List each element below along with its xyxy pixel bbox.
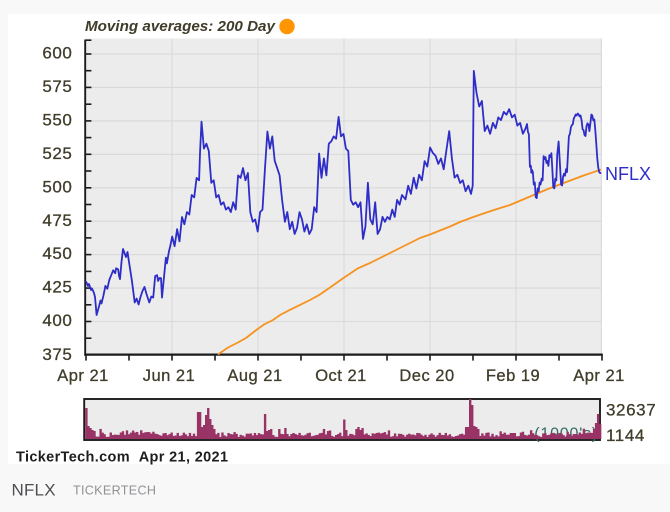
svg-text:NFLX: NFLX [12, 481, 56, 500]
svg-text:375: 375 [42, 345, 72, 364]
svg-text:Jun 21: Jun 21 [143, 367, 196, 385]
svg-text:Moving averages: 200 Day: Moving averages: 200 Day [85, 18, 276, 35]
svg-text:600: 600 [42, 44, 72, 63]
svg-text:550: 550 [42, 111, 72, 130]
svg-text:1144: 1144 [606, 426, 645, 445]
svg-text:Aug 21: Aug 21 [227, 367, 282, 385]
svg-text:TickerTech.com Apr 21, 2021: TickerTech.com Apr 21, 2021 [16, 450, 228, 466]
svg-text:Dec 20: Dec 20 [399, 367, 454, 385]
svg-text:525: 525 [42, 144, 72, 163]
svg-text:Feb 19: Feb 19 [486, 367, 540, 385]
svg-text:TICKERTECH: TICKERTECH [73, 484, 156, 498]
svg-text:Apr 21: Apr 21 [57, 367, 109, 385]
svg-text:425: 425 [42, 278, 72, 297]
svg-text:32637: 32637 [606, 401, 656, 420]
svg-text:475: 475 [42, 211, 72, 230]
svg-text:575: 575 [42, 77, 72, 96]
svg-text:400: 400 [42, 311, 72, 330]
svg-text:450: 450 [42, 244, 72, 263]
svg-text:Apr 21: Apr 21 [573, 367, 625, 385]
svg-text:500: 500 [42, 177, 72, 196]
svg-text:Oct 21: Oct 21 [315, 367, 367, 385]
svg-text:NFLX: NFLX [605, 164, 651, 184]
